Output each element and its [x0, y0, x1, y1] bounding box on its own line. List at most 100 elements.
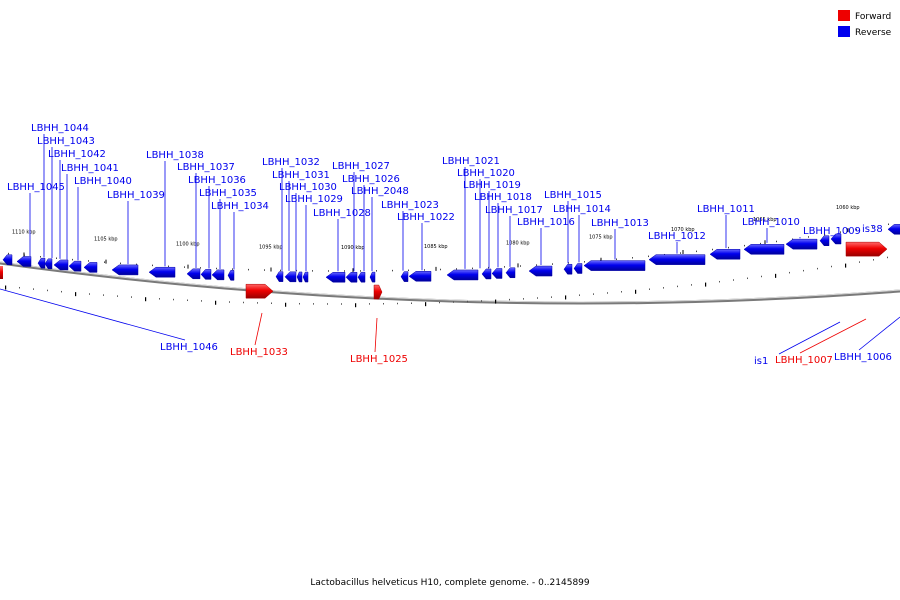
reverse-gene-arrow[interactable] [148, 266, 176, 278]
reverse-gene-arrow[interactable] [186, 268, 201, 280]
gene-label-lbhh-1030[interactable]: LBHH_1030 [279, 182, 337, 193]
reverse-gene-arrow[interactable] [16, 256, 32, 267]
gene-label-lbhh-1012[interactable]: LBHH_1012 [648, 231, 706, 242]
gene-label-lbhh-1006[interactable]: LBHH_1006 [834, 352, 892, 363]
gene-label-lbhh-1042[interactable]: LBHH_1042 [48, 149, 106, 160]
gene-label-lbhh-1034[interactable]: LBHH_1034 [211, 201, 269, 212]
minor-tick [840, 231, 841, 233]
gene-label-lbhh-1032[interactable]: LBHH_1032 [262, 157, 320, 168]
gene-label-lbhh-1028[interactable]: LBHH_1028 [313, 208, 371, 219]
reverse-gene-arrow[interactable] [369, 271, 376, 283]
gene-label-lbhh-1015[interactable]: LBHH_1015 [544, 190, 602, 201]
reverse-gene-arrow[interactable] [284, 271, 297, 283]
gene-label-lbhh-1007[interactable]: LBHH_1007 [775, 355, 833, 366]
gene-label-lbhh-1013[interactable]: LBHH_1013 [591, 218, 649, 229]
sequence-tick [369, 303, 370, 305]
sequence-tick [299, 302, 300, 305]
gene-label-lbhh-1025[interactable]: LBHH_1025 [350, 354, 408, 365]
map-caption: Lactobacillus helveticus H10, complete g… [310, 578, 590, 588]
reverse-gene-arrow[interactable] [296, 271, 303, 283]
gene-label-lbhh-1038[interactable]: LBHH_1038 [146, 150, 204, 161]
gene-label-lbhh-1011[interactable]: LBHH_1011 [697, 204, 755, 215]
reverse-gene-arrow[interactable] [44, 258, 53, 270]
forward-gene-arrow[interactable] [373, 284, 383, 300]
gene-label-lbhh-1010[interactable]: LBHH_1010 [742, 217, 800, 228]
gene-label-lbhh-1026[interactable]: LBHH_1026 [342, 174, 400, 185]
reverse-gene-arrow[interactable] [709, 248, 741, 260]
reverse-gene-arrow[interactable] [357, 271, 366, 283]
genome-backbone-highlight [0, 261, 900, 303]
label-connector [858, 316, 900, 351]
reverse-gene-arrow[interactable] [528, 265, 553, 277]
gene-label-lbhh-1036[interactable]: LBHH_1036 [188, 175, 246, 186]
gene-label-lbhh-1045[interactable]: LBHH_1045 [7, 182, 65, 193]
reverse-gene-arrow[interactable] [408, 271, 432, 282]
sequence-tick [509, 298, 510, 301]
minor-tick [328, 270, 329, 272]
reverse-gene-arrow[interactable] [830, 233, 842, 245]
reverse-gene-arrow[interactable] [648, 254, 706, 265]
gene-label-lbhh-1035[interactable]: LBHH_1035 [199, 188, 257, 199]
gene-label-lbhh-1046[interactable]: LBHH_1046 [160, 342, 218, 353]
reverse-gene-arrow[interactable] [37, 257, 46, 269]
reverse-gene-arrow[interactable] [83, 262, 98, 273]
gene-label-lbhh-1037[interactable]: LBHH_1037 [177, 162, 235, 173]
scale-tick-label: 1095 kbp [259, 244, 283, 250]
gene-label-lbhh-1023[interactable]: LBHH_1023 [381, 200, 439, 211]
gene-label-is1[interactable]: is1 [754, 356, 768, 367]
reverse-gene-arrow[interactable] [491, 268, 503, 279]
gene-label-lbhh-1021[interactable]: LBHH_1021 [442, 156, 500, 167]
gene-label-lbhh-1039[interactable]: LBHH_1039 [107, 190, 165, 201]
gene-label-lbhh-2048[interactable]: LBHH_2048 [351, 186, 409, 197]
reverse-gene-arrow[interactable] [325, 271, 346, 283]
gene-label-lbhh-1016[interactable]: LBHH_1016 [517, 217, 575, 228]
reverse-gene-arrow[interactable] [505, 267, 516, 279]
sequence-tick [257, 302, 258, 304]
reverse-gene-arrow[interactable] [2, 254, 13, 266]
scale-tick-label: 1085 kbp [424, 244, 448, 250]
reverse-gene-arrow[interactable] [819, 235, 830, 246]
reverse-gene-arrow[interactable] [68, 260, 82, 272]
reverse-gene-arrow[interactable] [111, 264, 139, 276]
sequence-tick [467, 300, 468, 303]
gene-label-lbhh-1029[interactable]: LBHH_1029 [285, 194, 343, 205]
gene-label-lbhh-1041[interactable]: LBHH_1041 [61, 163, 119, 174]
reverse-gene-arrow[interactable] [743, 244, 785, 255]
forward-gene-arrow[interactable] [245, 283, 274, 299]
gene-label-lbhh-1020[interactable]: LBHH_1020 [457, 168, 515, 179]
minor-tick [808, 236, 809, 238]
lower-dots [5, 256, 888, 308]
gene-label-lbhh-1014[interactable]: LBHH_1014 [553, 204, 611, 215]
reverse-gene-arrow[interactable] [211, 269, 225, 281]
gene-label-is38[interactable]: is38 [862, 224, 883, 235]
forward-gene-arrow[interactable] [0, 266, 3, 279]
gene-label-lbhh-1040[interactable]: LBHH_1040 [74, 176, 132, 187]
reverse-gene-arrow[interactable] [481, 268, 492, 280]
reverse-gene-arrow[interactable] [785, 238, 818, 250]
reverse-gene-arrow[interactable] [53, 259, 69, 271]
gene-label-lbhh-1027[interactable]: LBHH_1027 [332, 161, 390, 172]
gene-label-lbhh-1019[interactable]: LBHH_1019 [463, 180, 521, 191]
gene-label-lbhh-1017[interactable]: LBHH_1017 [485, 205, 543, 216]
gene-label-lbhh-1033[interactable]: LBHH_1033 [230, 347, 288, 358]
reverse-gene-arrow[interactable] [302, 271, 309, 283]
sequence-tick [733, 279, 734, 281]
gene-label-lbhh-1043[interactable]: LBHH_1043 [37, 136, 95, 147]
forward-gene-arrow[interactable] [845, 241, 888, 257]
gene-label-lbhh-1018[interactable]: LBHH_1018 [474, 192, 532, 203]
gene-label-lbhh-1009[interactable]: LBHH_1009 [803, 226, 861, 237]
reverse-gene-arrow[interactable] [583, 260, 646, 271]
gene-label-lbhh-1022[interactable]: LBHH_1022 [397, 212, 455, 223]
reverse-gene-arrow[interactable] [563, 263, 573, 275]
reverse-gene-arrow[interactable] [887, 224, 900, 235]
gene-label-lbhh-1031[interactable]: LBHH_1031 [272, 170, 330, 181]
reverse-gene-arrow[interactable] [227, 270, 235, 281]
reverse-gene-arrow[interactable] [446, 269, 479, 281]
reverse-gene-arrow[interactable] [275, 271, 284, 282]
reverse-gene-arrow[interactable] [200, 269, 212, 280]
reverse-gene-arrow[interactable] [345, 271, 358, 283]
reverse-gene-arrow[interactable] [400, 271, 409, 282]
gene-label-lbhh-1044[interactable]: LBHH_1044 [31, 123, 89, 134]
reverse-gene-arrow[interactable] [573, 263, 583, 274]
